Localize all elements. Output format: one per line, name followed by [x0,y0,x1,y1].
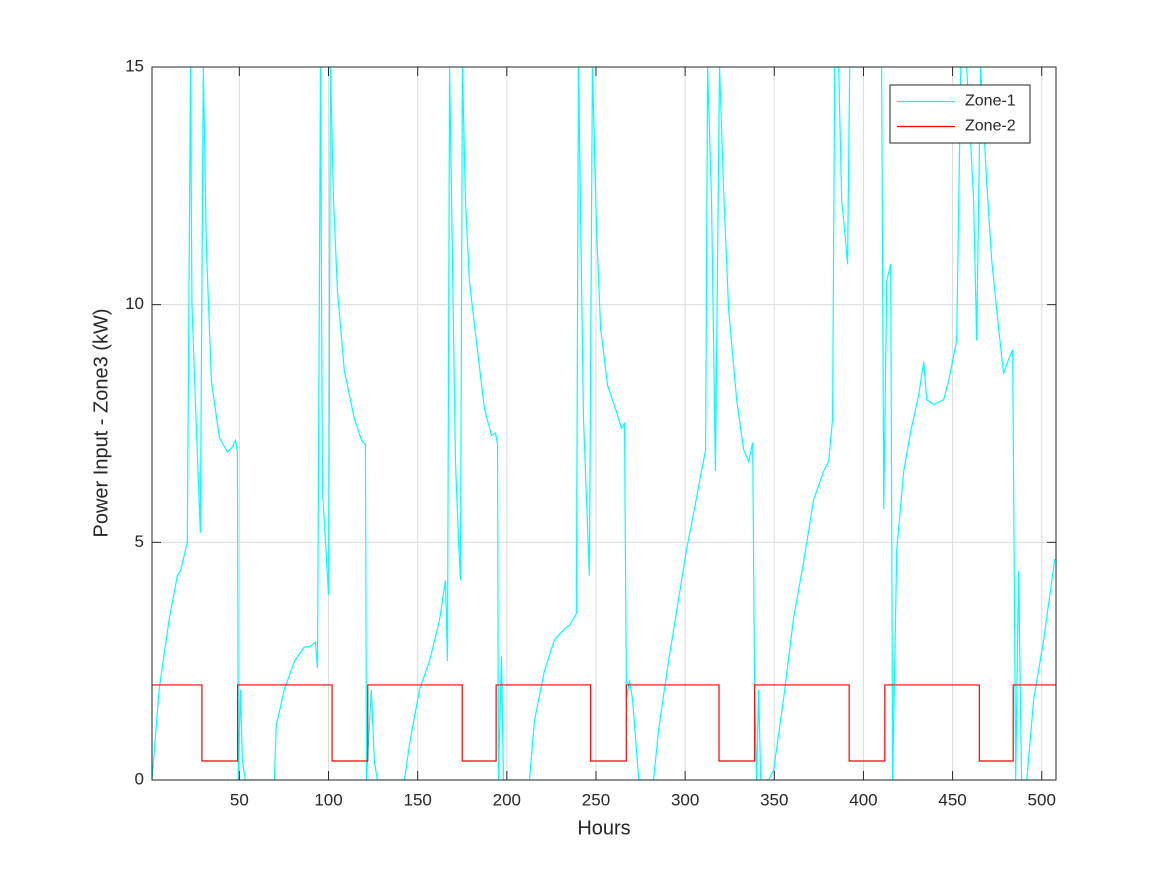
x-tick-label: 500 [1028,790,1056,809]
axes-box [151,66,1057,781]
series-line [152,684,1056,762]
legend: Zone-1 Zone-2 [889,84,1031,144]
x-tick-label: 150 [403,790,431,809]
legend-box [889,84,1031,144]
ticks: 50 100 150 200 250 300 350 400 450 500 0 5 10 15 [125,56,1056,809]
x-tick-label: 350 [760,790,788,809]
x-axis-label: Hours [577,817,630,839]
y-tick-label: 10 [125,294,144,313]
plot-area [152,67,1056,780]
x-tick-label: 200 [493,790,521,809]
x-tick-label: 400 [849,790,877,809]
legend-label: Zone-2 [965,118,1016,135]
x-tick-label: 450 [938,790,966,809]
y-tick-label: 0 [135,769,144,788]
series-line [152,67,1056,780]
x-tick-label: 100 [314,790,342,809]
y-axis-label: Power Input - Zone3 (kW) [90,309,112,538]
x-tick-label: 50 [230,790,249,809]
lines [152,67,1056,780]
x-tick-label: 250 [582,790,610,809]
legend-label: Zone-1 [965,93,1016,110]
y-tick-label: 15 [125,56,144,75]
y-tick-label: 5 [135,532,144,551]
x-tick-label: 300 [671,790,699,809]
